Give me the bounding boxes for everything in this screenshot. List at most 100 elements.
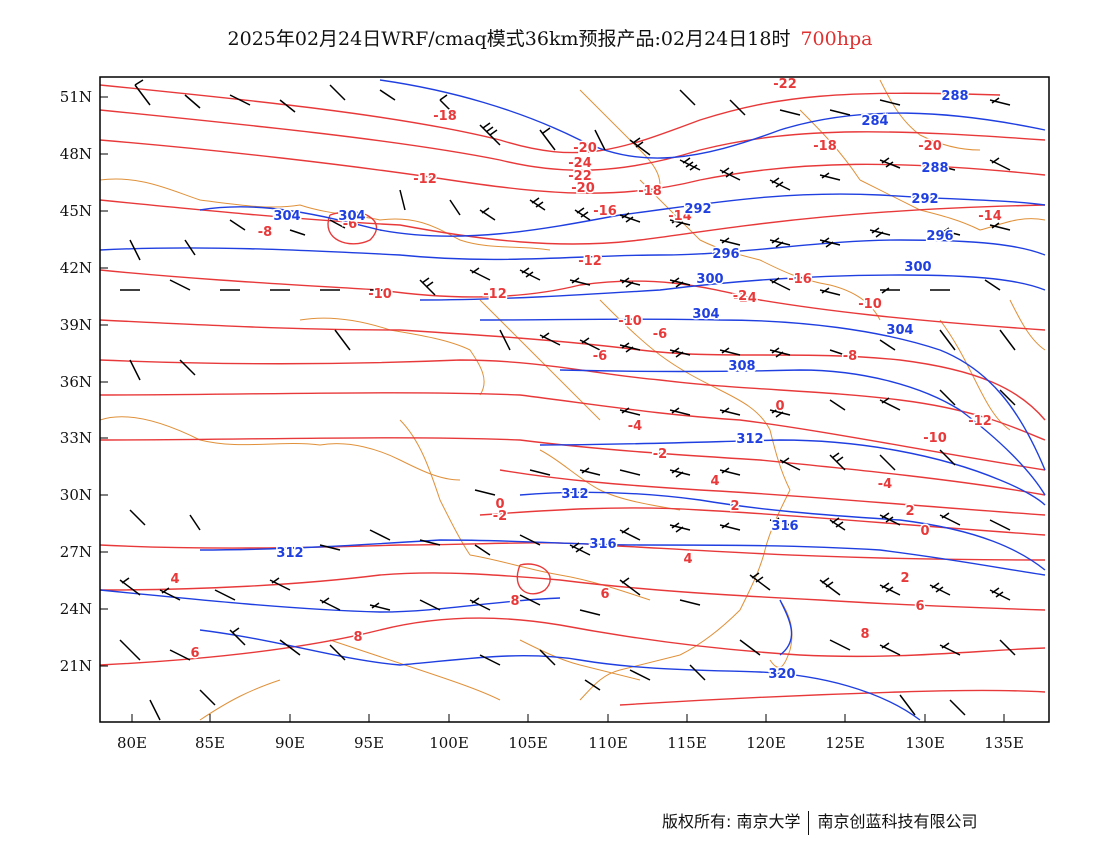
temperature-label: -18 (433, 109, 457, 124)
title-level: 700hpa (800, 28, 873, 50)
temperature-label: -14 (978, 209, 1002, 224)
temperature-label: 8 (353, 630, 362, 645)
temperature-label: -18 (638, 184, 662, 199)
height-label: 284 (861, 114, 888, 129)
lon-tick-label: 85E (195, 734, 225, 752)
height-label: 288 (941, 89, 968, 104)
footer-separator (808, 810, 810, 835)
temperature-label: -2 (733, 289, 747, 304)
temperature-label: 0 (495, 497, 504, 512)
temperature-label: -8 (843, 349, 857, 364)
temperature-label: 0 (920, 524, 929, 539)
lon-tick-label: 95E (354, 734, 384, 752)
lon-tick-label: 135E (984, 734, 1024, 752)
wind-barbs (119, 79, 1016, 721)
lat-tick-label: 33N (60, 429, 92, 447)
temperature-label: 4 (710, 474, 719, 489)
height-label: 316 (589, 537, 616, 552)
height-label: 316 (771, 519, 798, 534)
temperature-label: -8 (258, 225, 272, 240)
temperature-label: 0 (775, 399, 784, 414)
lat-tick-label: 39N (60, 316, 92, 334)
temperature-label: 4 (170, 572, 179, 587)
temperature-label: 8 (860, 627, 869, 642)
height-label: 296 (712, 247, 739, 262)
chart-title: 2025年02月24日WRF/cmaq模式36km预报产品:02月24日18时 7… (0, 24, 1100, 51)
lon-tick-label: 125E (825, 734, 865, 752)
height-label: 300 (696, 272, 723, 287)
temperature-label: -12 (968, 414, 992, 429)
temperature-label: -12 (483, 287, 507, 302)
temperature-label: -18 (813, 139, 837, 154)
temperature-label: 2 (730, 499, 739, 514)
lon-tick-label: 105E (508, 734, 548, 752)
temperature-label: -6 (343, 217, 357, 232)
height-label: 292 (684, 202, 711, 217)
temperature-label: -16 (593, 204, 617, 219)
temperature-label: -20 (571, 181, 595, 196)
lon-tick-label: 120E (746, 734, 786, 752)
longitude-axis: 80E 85E 90E 95E 100E 105E 110E 115E 120E 125E 130E… (117, 714, 1024, 752)
height-label: 296 (926, 229, 953, 244)
lon-tick-label: 80E (117, 734, 147, 752)
temperature-label: 6 (915, 599, 924, 614)
map-frame (99, 76, 1050, 723)
lat-tick-label: 30N (60, 486, 92, 504)
temperature-label: -22 (568, 169, 592, 184)
height-label: 312 (561, 487, 588, 502)
temperature-label: -20 (918, 139, 942, 154)
temperature-label: -24 (568, 156, 592, 171)
temperature-label: -22 (773, 77, 797, 92)
temperature-label: -10 (618, 314, 642, 329)
height-label: 308 (728, 360, 755, 375)
lat-tick-label: 48N (60, 145, 92, 163)
lat-tick-label: 27N (60, 543, 92, 561)
lon-tick-label: 90E (275, 734, 305, 752)
temperature-label: -20 (573, 141, 597, 156)
isotherms (100, 84, 1046, 706)
lon-tick-label: 110E (588, 734, 628, 752)
latitude-axis: 51N 48N 45N 42N 39N 36N 33N 30N 27N 24N 21N (60, 88, 108, 675)
temperature-label: 6 (600, 587, 609, 602)
height-label: 312 (276, 546, 303, 561)
temperature-label: -6 (653, 327, 667, 342)
lat-tick-label: 36N (60, 373, 92, 391)
lon-tick-label: 130E (905, 734, 945, 752)
temperature-label: -10 (368, 287, 392, 302)
temperature-label: 4 (683, 552, 692, 567)
height-label: 292 (911, 192, 938, 207)
temperature-label: -14 (733, 291, 757, 306)
temperature-label: -2 (653, 447, 667, 462)
lat-tick-label: 21N (60, 657, 92, 675)
height-label: 300 (904, 260, 931, 275)
temperature-label: -12 (578, 254, 602, 269)
temperature-label: 2 (905, 504, 914, 519)
lon-tick-label: 115E (667, 734, 707, 752)
company-text: 南京创蓝科技有限公司 (817, 812, 978, 831)
lat-tick-label: 24N (60, 600, 92, 618)
temperature-label: -6 (593, 349, 607, 364)
height-label: 320 (768, 667, 795, 682)
height-label: 288 (921, 161, 948, 176)
title-main: 2025年02月24日WRF/cmaq模式36km预报产品:02月24日18时 (227, 28, 791, 50)
temperature-label: -4 (878, 477, 892, 492)
height-label: 304 (692, 307, 719, 322)
lat-tick-label: 42N (60, 259, 92, 277)
temperature-label: -16 (788, 272, 812, 287)
height-label: 312 (736, 432, 763, 447)
temperature-labels: -22-18-20-24-22-20 -18-16 -14-12-10-6-8-6-… (169, 76, 1003, 663)
temperature-label: -10 (923, 431, 947, 446)
copyright-text: 版权所有: 南京大学 (662, 812, 801, 831)
temperature-label: 8 (510, 594, 519, 609)
lat-tick-label: 51N (60, 88, 92, 106)
temperature-label: 2 (900, 571, 909, 586)
lon-tick-label: 100E (429, 734, 469, 752)
footer: 版权所有: 南京大学 南京创蓝科技有限公司 (662, 808, 978, 835)
height-label: 304 (338, 209, 365, 224)
temperature-label: 6 (190, 646, 199, 661)
temperature-label: -14 (668, 209, 692, 224)
temperature-label: -2 (493, 509, 507, 524)
temperature-label: -10 (858, 297, 882, 312)
